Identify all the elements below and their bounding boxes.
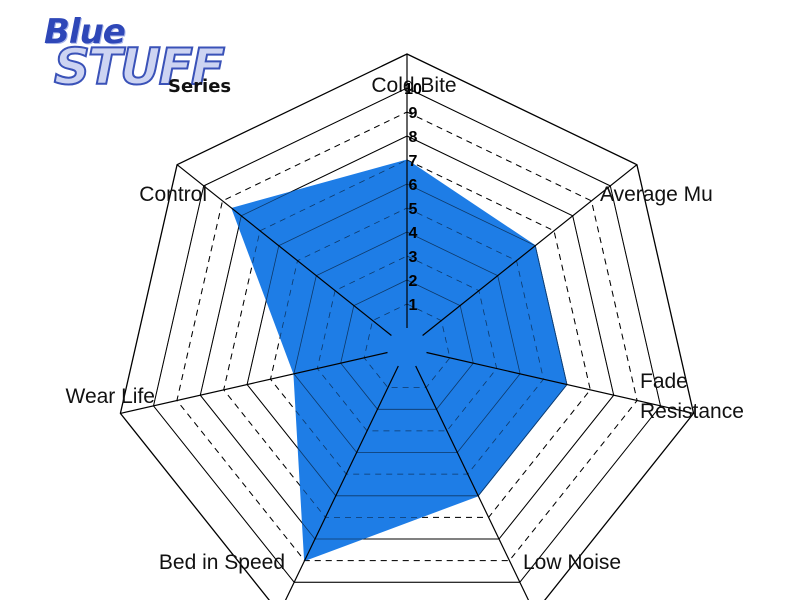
outer-frame-ring	[119, 53, 695, 600]
tick-label-6: 6	[409, 177, 418, 194]
grid-ring-overlay-10	[153, 87, 661, 583]
spoke-5	[120, 351, 388, 414]
logo-blue-text: Blue	[44, 12, 126, 52]
grid-ring-overlay-2	[340, 279, 474, 410]
grid-ring-overlay-7	[223, 159, 591, 518]
radar-tick-labels: 1 2 3 4 5 6 7 8 9 10	[404, 81, 422, 314]
axis-label-1: Average Mu	[600, 183, 713, 206]
series-label: Series	[168, 76, 232, 97]
axis-label-2-line1: Fade	[640, 370, 688, 393]
axis-label-4: Bed in Speed	[159, 551, 285, 574]
tick-label-7: 7	[409, 153, 418, 170]
grid-ring-overlay-8	[199, 135, 615, 540]
grid-ring-overlay-6	[246, 183, 568, 497]
tick-label-9: 9	[409, 105, 418, 122]
spoke-1	[422, 164, 638, 336]
spoke-3	[415, 365, 530, 600]
axis-label-3: Low Noise	[523, 551, 621, 574]
spoke-6	[176, 164, 392, 336]
axis-label-2-line2: Resistance	[640, 400, 744, 423]
tick-label-8: 8	[409, 129, 418, 146]
spoke-4	[284, 365, 399, 600]
spoke-2	[426, 351, 694, 414]
logo-stuff-text: STUFF	[53, 37, 226, 97]
axis-label-6: Control	[139, 183, 207, 206]
tick-label-10: 10	[404, 81, 422, 98]
grid-ring-overlay-5	[270, 207, 544, 475]
tick-label-5: 5	[409, 201, 418, 218]
radar-series	[153, 87, 661, 583]
axis-label-5: Wear Life	[66, 385, 156, 408]
grid-ring-overlay-3	[316, 255, 498, 432]
grid-ring-overlay-1	[363, 303, 451, 389]
axis-label-0: Cold Bite	[371, 74, 456, 97]
grid-ring-overlay-4	[293, 231, 521, 453]
tick-label-1: 1	[409, 297, 418, 314]
tick-label-2: 2	[409, 273, 418, 290]
tick-label-3: 3	[409, 249, 418, 266]
blue-stuff-logo: Blue STUFF Series	[40, 12, 232, 104]
radar-axis-labels: Cold Bite Average Mu Fade Resistance Low Noi…	[66, 74, 744, 574]
grid-ring-overlay-9	[176, 111, 638, 561]
radar-spokes	[120, 54, 694, 600]
tick-label-4: 4	[409, 225, 418, 242]
